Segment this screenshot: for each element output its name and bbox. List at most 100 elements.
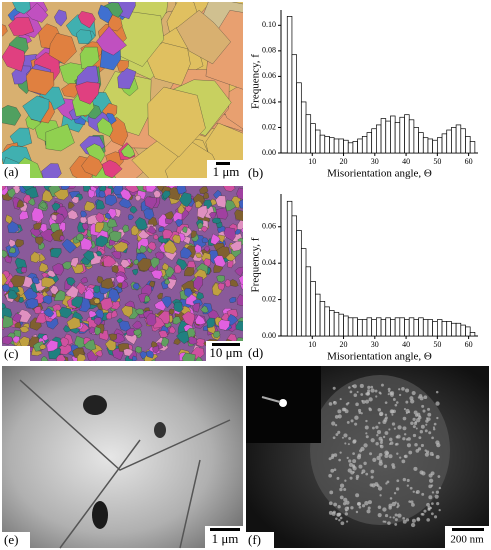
particle — [355, 510, 359, 514]
grain — [2, 315, 14, 329]
bar — [366, 132, 373, 154]
bar — [305, 266, 312, 337]
grain — [39, 344, 47, 350]
y-tick-label: 0.04 — [262, 258, 276, 267]
y-tick-label: 0.02 — [262, 122, 276, 131]
grain — [162, 262, 169, 271]
grain — [107, 218, 118, 228]
bar — [305, 114, 312, 154]
bar — [352, 141, 358, 154]
particle — [422, 409, 426, 413]
particle — [402, 426, 407, 431]
grain — [229, 279, 239, 287]
particle — [413, 410, 418, 415]
particle — [438, 486, 442, 490]
grain — [61, 238, 77, 254]
particle — [380, 439, 384, 442]
particle — [358, 464, 363, 469]
particle — [405, 408, 410, 414]
particle — [363, 443, 368, 448]
grain — [42, 295, 53, 305]
bar — [469, 141, 476, 154]
grain — [10, 274, 26, 288]
particle — [349, 476, 353, 480]
grain — [192, 302, 200, 313]
grain — [132, 268, 139, 276]
particle — [392, 516, 395, 519]
bar — [319, 134, 326, 154]
grain — [8, 17, 35, 36]
particle — [344, 479, 347, 482]
bar — [469, 332, 476, 337]
particle — [360, 446, 365, 452]
bar — [436, 319, 443, 337]
grain — [81, 154, 104, 177]
particle — [387, 393, 390, 396]
particle — [354, 415, 359, 420]
particle — [336, 512, 341, 517]
grain — [60, 336, 69, 347]
grain — [195, 356, 203, 361]
grain — [84, 201, 96, 212]
bar — [347, 317, 354, 337]
bar — [324, 136, 330, 154]
grain — [75, 29, 93, 44]
bar — [394, 122, 401, 154]
particle — [389, 441, 394, 445]
grain — [2, 336, 13, 345]
bar — [465, 326, 471, 337]
particle — [364, 425, 369, 430]
bar — [343, 139, 349, 154]
particle — [346, 456, 349, 460]
bar — [315, 129, 321, 154]
particle — [340, 521, 345, 526]
grain — [120, 188, 132, 201]
grain — [218, 319, 231, 331]
particle — [341, 436, 345, 439]
particle — [394, 523, 398, 526]
grain — [145, 186, 157, 193]
grain — [176, 10, 231, 65]
y-tick-label: 0.00 — [262, 331, 276, 340]
bar — [422, 319, 429, 337]
grain — [54, 9, 67, 27]
grain — [184, 266, 195, 277]
grain — [161, 296, 172, 309]
grain — [33, 306, 42, 314]
grain — [126, 327, 136, 337]
grain — [102, 255, 117, 268]
particle — [402, 416, 407, 421]
bar — [460, 324, 466, 337]
grain — [77, 353, 87, 361]
grain — [144, 295, 151, 303]
grain — [234, 266, 243, 277]
particle — [345, 500, 350, 505]
grain — [149, 280, 155, 288]
grain — [162, 229, 173, 239]
y-tick-label: 0.06 — [262, 222, 276, 231]
particle — [424, 452, 429, 457]
grain — [88, 326, 95, 334]
grain — [193, 275, 203, 292]
grain — [194, 314, 206, 325]
particle — [435, 390, 439, 394]
particle — [436, 502, 440, 506]
particle — [357, 502, 361, 506]
particle — [394, 403, 398, 407]
particle — [415, 427, 418, 430]
grain — [12, 335, 20, 344]
grain — [7, 221, 20, 234]
grain — [196, 291, 204, 300]
particle — [352, 471, 355, 474]
bar — [390, 319, 396, 337]
particle — [407, 437, 411, 441]
bar — [333, 311, 340, 337]
bar — [333, 138, 340, 154]
particle — [377, 505, 382, 510]
particle — [328, 457, 332, 461]
bar — [371, 319, 377, 337]
grain — [25, 298, 39, 309]
grain — [71, 296, 84, 309]
particle — [370, 385, 374, 389]
